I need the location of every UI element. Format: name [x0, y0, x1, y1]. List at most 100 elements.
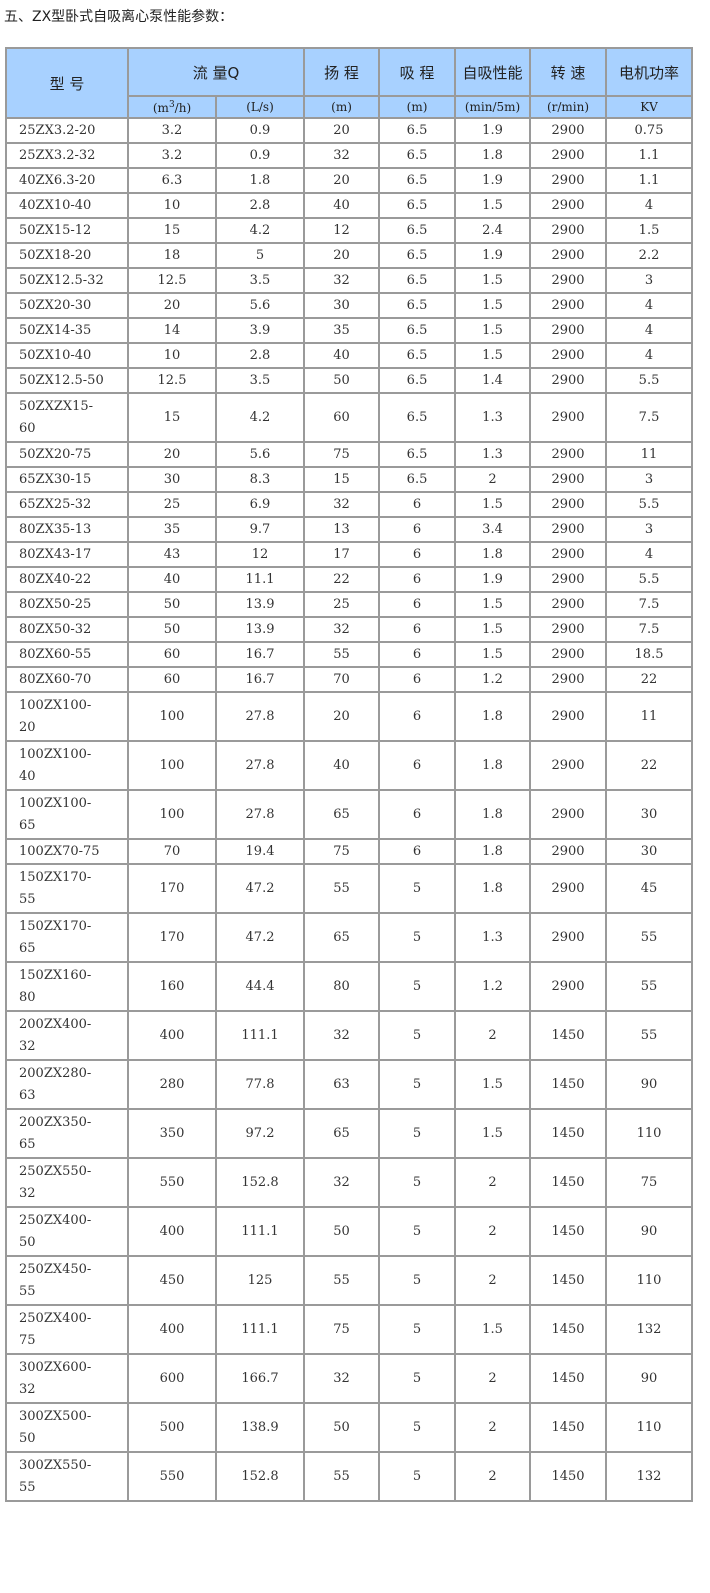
cell-self-priming: 2	[454, 1010, 532, 1061]
cell-suction: 5	[378, 912, 457, 963]
cell-power: 45	[605, 863, 694, 914]
cell-self-priming: 1.5	[454, 491, 532, 518]
cell-power: 11	[605, 441, 694, 468]
cell-flow-m3h: 14	[127, 317, 217, 344]
cell-head: 32	[303, 616, 381, 643]
cell-flow-m3h: 15	[127, 217, 217, 244]
cell-flow-ls: 12	[214, 541, 306, 568]
cell-flow-ls: 8.3	[214, 466, 306, 493]
cell-flow-m3h: 12.5	[127, 367, 217, 394]
cell-flow-m3h: 50	[127, 616, 217, 643]
model-name: 300ZX550-55	[19, 1457, 92, 1495]
cell-flow-m3h: 400	[127, 1010, 217, 1061]
cell-head: 35	[303, 317, 381, 344]
cell-self-priming: 1.5	[454, 591, 532, 618]
cell-speed: 2900	[529, 217, 608, 244]
table-row: 250ZX550-32 550 152.8 32 5 2 1450 75	[5, 1157, 694, 1208]
model-name: 100ZX100-40	[19, 746, 92, 784]
cell-self-priming: 1.5	[454, 1304, 532, 1355]
cell-flow-m3h: 18	[127, 242, 217, 269]
cell-head: 17	[303, 541, 381, 568]
cell-suction: 6.5	[378, 317, 457, 344]
cell-suction: 6.5	[378, 117, 457, 144]
cell-flow-m3h: 30	[127, 466, 217, 493]
cell-head: 25	[303, 591, 381, 618]
cell-self-priming: 1.8	[454, 541, 532, 568]
cell-flow-ls: 111.1	[214, 1206, 306, 1257]
cell-model: 80ZX43-17	[5, 541, 129, 568]
table-row: 80ZX60-70 60 16.7 70 6 1.2 2900 22	[5, 666, 694, 693]
model-name: 25ZX3.2-32	[19, 147, 96, 163]
table-row: 80ZX60-55 60 16.7 55 6 1.5 2900 18.5	[5, 641, 694, 668]
model-name: 65ZX30-15	[19, 471, 92, 487]
cell-model: 100ZX100-40	[5, 740, 129, 791]
model-name: 250ZX400-75	[19, 1310, 92, 1348]
cell-speed: 2900	[529, 641, 608, 668]
cell-power: 1.5	[605, 217, 694, 244]
cell-flow-m3h: 170	[127, 912, 217, 963]
cell-model: 65ZX25-32	[5, 491, 129, 518]
cell-power: 5.5	[605, 566, 694, 593]
cell-model: 50ZX12.5-32	[5, 267, 129, 294]
cell-self-priming: 1.8	[454, 142, 532, 169]
cell-power: 90	[605, 1353, 694, 1404]
cell-flow-m3h: 350	[127, 1108, 217, 1159]
table-row: 80ZX40-22 40 11.1 22 6 1.9 2900 5.5	[5, 566, 694, 593]
cell-flow-m3h: 20	[127, 441, 217, 468]
model-name: 80ZX50-25	[19, 596, 92, 612]
cell-self-priming: 2	[454, 466, 532, 493]
cell-model: 50ZX15-12	[5, 217, 129, 244]
cell-power: 30	[605, 838, 694, 865]
table-row: 40ZX6.3-20 6.3 1.8 20 6.5 1.9 2900 1.1	[5, 167, 694, 194]
cell-self-priming: 1.5	[454, 342, 532, 369]
model-name: 50ZX20-30	[19, 297, 92, 313]
cell-self-priming: 1.5	[454, 1108, 532, 1159]
table-row: 300ZX600-32 600 166.7 32 5 2 1450 90	[5, 1353, 694, 1404]
model-name: 200ZX280-63	[19, 1065, 92, 1103]
cell-power: 4	[605, 541, 694, 568]
header-self-priming: 自吸性能	[454, 47, 532, 97]
unit-head: (m)	[303, 95, 381, 119]
unit-flow-ls: (L/s)	[214, 95, 306, 119]
cell-flow-m3h: 280	[127, 1059, 217, 1110]
cell-power: 3	[605, 267, 694, 294]
model-name: 40ZX10-40	[19, 197, 92, 213]
model-name: 100ZX100-65	[19, 795, 92, 833]
cell-suction: 6.5	[378, 292, 457, 319]
cell-flow-m3h: 20	[127, 292, 217, 319]
cell-suction: 6	[378, 838, 457, 865]
cell-model: 50ZX18-20	[5, 242, 129, 269]
cell-self-priming: 2	[454, 1255, 532, 1306]
cell-self-priming: 1.8	[454, 740, 532, 791]
header-suction: 吸 程	[378, 47, 457, 97]
table-row: 80ZX43-17 43 12 17 6 1.8 2900 4	[5, 541, 694, 568]
cell-speed: 2900	[529, 117, 608, 144]
header-model: 型 号	[5, 47, 129, 119]
model-name: 80ZX50-32	[19, 621, 92, 637]
cell-self-priming: 1.4	[454, 367, 532, 394]
cell-flow-ls: 2.8	[214, 342, 306, 369]
cell-suction: 6.5	[378, 192, 457, 219]
cell-self-priming: 2	[454, 1157, 532, 1208]
cell-head: 75	[303, 838, 381, 865]
cell-flow-ls: 125	[214, 1255, 306, 1306]
cell-model: 25ZX3.2-20	[5, 117, 129, 144]
cell-suction: 6.5	[378, 267, 457, 294]
cell-model: 40ZX10-40	[5, 192, 129, 219]
cell-head: 20	[303, 242, 381, 269]
cell-speed: 1450	[529, 1304, 608, 1355]
cell-model: 200ZX400-32	[5, 1010, 129, 1061]
cell-flow-ls: 3.5	[214, 367, 306, 394]
table-row: 80ZX50-32 50 13.9 32 6 1.5 2900 7.5	[5, 616, 694, 643]
cell-self-priming: 1.5	[454, 317, 532, 344]
cell-power: 55	[605, 961, 694, 1012]
cell-power: 22	[605, 666, 694, 693]
cell-head: 55	[303, 1451, 381, 1502]
cell-self-priming: 1.5	[454, 616, 532, 643]
cell-self-priming: 1.2	[454, 961, 532, 1012]
table-row: 150ZX160-80 160 44.4 80 5 1.2 2900 55	[5, 961, 694, 1012]
cell-suction: 5	[378, 1059, 457, 1110]
cell-flow-m3h: 25	[127, 491, 217, 518]
cell-head: 15	[303, 466, 381, 493]
cell-head: 12	[303, 217, 381, 244]
